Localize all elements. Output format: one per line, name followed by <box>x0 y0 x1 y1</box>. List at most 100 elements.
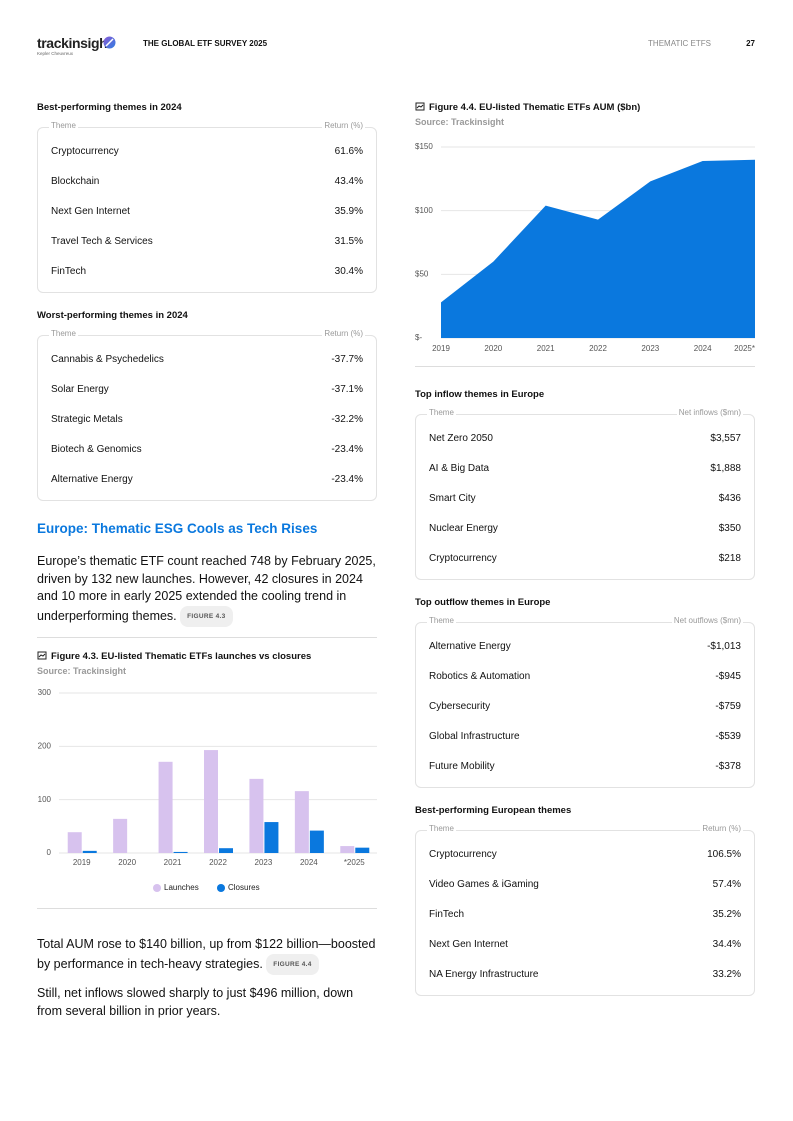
table-row: NA Energy Infrastructure 33.2% <box>429 969 741 983</box>
figure-icon <box>37 651 47 660</box>
bar <box>173 851 188 853</box>
table-title: Best-performing themes in 2024 <box>37 102 182 113</box>
paragraph: Europe’s thematic ETF count reached 748 … <box>37 553 377 628</box>
table-row: Solar Energy -37.1% <box>51 384 363 398</box>
table-row: Cryptocurrency $218 <box>429 553 741 567</box>
section-heading: Europe: Thematic ESG Cools as Tech Rises <box>37 521 318 536</box>
table-row: Alternative Energy -$1,013 <box>429 641 741 655</box>
bar-chart: 0 100 200 300 2019 2020 2021 2022 2023 2024 *2025 L… <box>38 688 377 892</box>
y-tick-label: 0 <box>47 848 52 857</box>
y-tick-label: $150 <box>415 142 433 151</box>
cell-value: -$759 <box>715 701 741 712</box>
cell-value: $1,888 <box>710 463 741 474</box>
table: Theme Return (%) Cryptocurrency 61.6% Blockc… <box>37 121 377 293</box>
bar <box>67 832 82 853</box>
bar <box>294 791 309 853</box>
cell-value: 33.2% <box>712 969 741 980</box>
y-tick-label: $- <box>415 333 422 342</box>
table-row: FinTech 30.4% <box>51 266 363 280</box>
table-row: Cryptocurrency 106.5% <box>429 849 741 863</box>
cell-label: AI & Big Data <box>429 463 490 474</box>
cell-value: 35.2% <box>712 909 741 920</box>
cell-label: Robotics & Automation <box>429 671 531 682</box>
x-tick-label: 2022 <box>209 858 227 867</box>
column-header: Theme <box>49 329 78 338</box>
figure-source: Source: Trackinsight <box>415 117 505 127</box>
table-row: FinTech 35.2% <box>429 909 741 923</box>
y-tick-label: 200 <box>38 741 52 750</box>
table: Theme Return (%) Cryptocurrency 106.5% Video… <box>415 824 755 996</box>
bar <box>264 822 279 853</box>
table-row: Smart City $436 <box>429 493 741 507</box>
column-header: Theme <box>49 121 78 130</box>
paragraph: Still, net inflows slowed sharply to jus… <box>37 986 354 1018</box>
x-tick-label: 2020 <box>118 858 136 867</box>
figure-ref[interactable]: FIGURE 4.3 <box>180 605 233 628</box>
cell-value: -$1,013 <box>707 641 741 652</box>
cell-label: Cryptocurrency <box>429 849 497 860</box>
table: Theme Net inflows ($mn) Net Zero 2050 $3,55… <box>415 408 755 580</box>
x-tick-label: 2021 <box>537 344 555 353</box>
table-title: Top inflow themes in Europe <box>415 389 545 400</box>
x-tick-label: 2023 <box>641 344 659 353</box>
x-tick-label: 2024 <box>300 858 318 867</box>
cell-label: Cryptocurrency <box>51 146 119 157</box>
bar <box>355 847 370 853</box>
cell-label: Future Mobility <box>429 761 495 772</box>
area-chart: $150 $100 $50 $- 2019 2020 2021 2022 2023 2024 202… <box>415 142 755 353</box>
bar <box>113 818 128 853</box>
table-row: Next Gen Internet 34.4% <box>429 939 741 953</box>
table-row: Travel Tech & Services 31.5% <box>51 236 363 250</box>
cell-value: -37.1% <box>331 384 363 395</box>
cell-value: 34.4% <box>712 939 741 950</box>
table-row: Nuclear Energy $350 <box>429 523 741 537</box>
cell-value: 61.6% <box>334 146 363 157</box>
x-tick-label: *2025 <box>344 858 365 867</box>
cell-label: Cannabis & Psychedelics <box>51 354 164 365</box>
cell-value: $436 <box>718 493 741 504</box>
bar <box>219 848 233 853</box>
y-tick-label: $50 <box>415 269 429 278</box>
logo-sub: Kepler Cheuvreux <box>37 51 74 56</box>
cell-label: NA Energy Infrastructure <box>429 969 539 980</box>
table-title: Top outflow themes in Europe <box>415 597 551 608</box>
cell-value: $350 <box>718 523 741 534</box>
table-row: Global Infrastructure -$539 <box>429 731 741 745</box>
legend-swatch <box>217 884 225 892</box>
figure-title: Figure 4.3. EU-listed Thematic ETFs laun… <box>51 651 312 662</box>
cell-label: Cybersecurity <box>429 701 491 712</box>
x-tick-label: 2022 <box>589 344 607 353</box>
separator <box>415 366 755 367</box>
column-header: Theme <box>427 408 456 417</box>
cell-value: 106.5% <box>707 849 741 860</box>
legend-label: Launches <box>164 883 199 892</box>
cell-value: $218 <box>718 553 741 564</box>
x-tick-label: 2019 <box>432 344 450 353</box>
cell-value: $3,557 <box>710 433 741 444</box>
column-header: Return (%) <box>700 824 743 833</box>
table-title: Best-performing European themes <box>415 805 572 816</box>
cell-value: 57.4% <box>712 879 741 890</box>
figure-source: Source: Trackinsight <box>37 666 127 676</box>
cell-label: Alternative Energy <box>429 641 511 652</box>
cell-label: Solar Energy <box>51 384 109 395</box>
paragraph-text: Europe’s thematic ETF count reached 748 … <box>37 554 376 623</box>
figure-ref[interactable]: FIGURE 4.4 <box>266 953 319 976</box>
separator <box>37 637 377 638</box>
bar <box>340 846 355 853</box>
table-row: Next Gen Internet 35.9% <box>51 206 363 220</box>
cell-label: Biotech & Genomics <box>51 444 142 455</box>
table-row: Cybersecurity -$759 <box>429 701 741 715</box>
cell-value: 31.5% <box>334 236 363 247</box>
cell-label: Strategic Metals <box>51 414 123 425</box>
logo: trackinsight <box>37 35 112 51</box>
cell-label: Cryptocurrency <box>429 553 497 564</box>
table: Theme Net outflows ($mn) Alternative Energ… <box>415 616 755 788</box>
page-number: 27 <box>746 39 755 48</box>
column-header: Net outflows ($mn) <box>671 616 743 625</box>
y-tick-label: 100 <box>38 795 52 804</box>
cell-value: -37.7% <box>331 354 363 365</box>
cell-label: Travel Tech & Services <box>51 236 153 247</box>
cell-value: 30.4% <box>334 266 363 277</box>
